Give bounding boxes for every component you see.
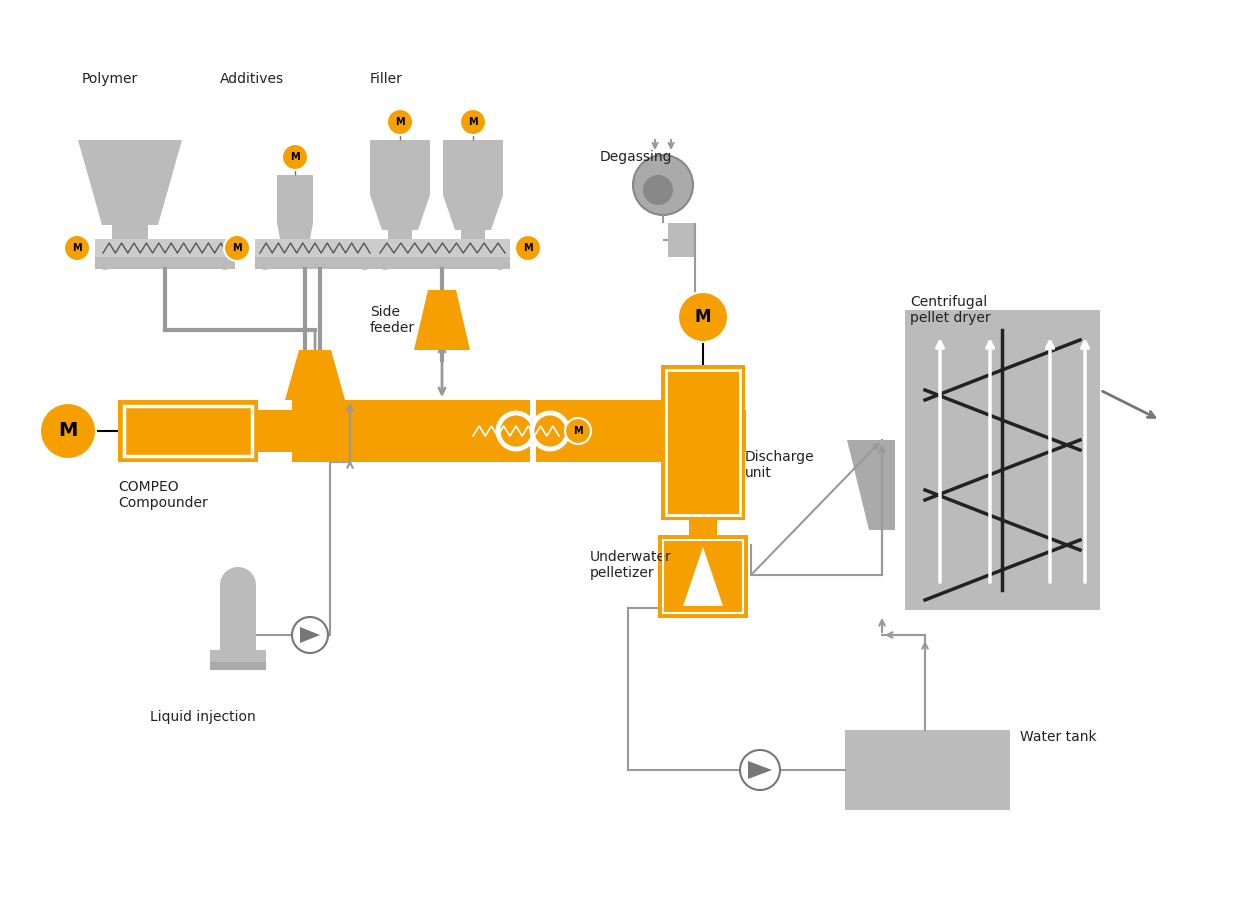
Text: M: M bbox=[468, 117, 478, 127]
Circle shape bbox=[494, 258, 505, 270]
Circle shape bbox=[740, 750, 780, 790]
Polygon shape bbox=[77, 140, 182, 225]
Text: M: M bbox=[291, 152, 300, 162]
Bar bbox=[661, 365, 745, 520]
Bar bbox=[210, 662, 266, 670]
Bar bbox=[668, 223, 695, 257]
Polygon shape bbox=[300, 627, 319, 643]
Bar bbox=[535, 400, 650, 462]
Polygon shape bbox=[285, 350, 344, 400]
Circle shape bbox=[64, 235, 90, 261]
Circle shape bbox=[633, 155, 693, 215]
Text: COMPEO
Compounder: COMPEO Compounder bbox=[119, 480, 207, 510]
Bar bbox=[112, 225, 149, 240]
Text: M: M bbox=[573, 426, 583, 436]
Bar bbox=[124, 406, 252, 456]
Bar bbox=[658, 535, 748, 618]
Bar bbox=[388, 230, 412, 244]
Bar bbox=[255, 257, 374, 269]
Bar bbox=[663, 540, 743, 613]
Text: M: M bbox=[72, 243, 82, 253]
Bar bbox=[374, 257, 510, 269]
Polygon shape bbox=[414, 290, 470, 350]
Circle shape bbox=[359, 258, 371, 270]
Circle shape bbox=[565, 418, 592, 444]
Circle shape bbox=[220, 567, 256, 603]
Bar bbox=[374, 239, 510, 257]
Text: M: M bbox=[695, 308, 711, 326]
Bar bbox=[905, 310, 1099, 610]
Circle shape bbox=[461, 109, 485, 135]
Bar bbox=[461, 230, 485, 244]
Text: Filler: Filler bbox=[369, 72, 403, 86]
Text: Liquid injection: Liquid injection bbox=[150, 710, 256, 724]
Text: M: M bbox=[396, 117, 404, 127]
Text: Degassing: Degassing bbox=[600, 150, 673, 164]
Polygon shape bbox=[683, 547, 723, 606]
Polygon shape bbox=[443, 195, 503, 230]
Circle shape bbox=[292, 617, 328, 653]
Circle shape bbox=[260, 258, 271, 270]
Text: Centrifugal
pellet dryer: Centrifugal pellet dryer bbox=[910, 295, 991, 325]
Bar bbox=[95, 257, 235, 269]
Bar bbox=[369, 140, 431, 195]
Text: Discharge
unit: Discharge unit bbox=[745, 450, 815, 480]
Bar bbox=[650, 400, 728, 462]
Circle shape bbox=[678, 292, 728, 342]
Text: Additives: Additives bbox=[220, 72, 285, 86]
Text: Underwater
pelletizer: Underwater pelletizer bbox=[590, 550, 671, 580]
Bar bbox=[95, 239, 235, 257]
Text: Side
feeder: Side feeder bbox=[369, 305, 416, 335]
Circle shape bbox=[40, 403, 96, 459]
Text: M: M bbox=[59, 421, 77, 440]
Text: Polymer: Polymer bbox=[82, 72, 139, 86]
Circle shape bbox=[643, 175, 673, 205]
Circle shape bbox=[515, 235, 540, 261]
Bar bbox=[210, 650, 266, 662]
Bar bbox=[277, 175, 313, 223]
Bar bbox=[666, 370, 740, 515]
Bar bbox=[286, 255, 305, 267]
Circle shape bbox=[387, 109, 413, 135]
Polygon shape bbox=[748, 761, 773, 779]
Polygon shape bbox=[277, 223, 313, 255]
Text: M: M bbox=[232, 243, 242, 253]
Bar bbox=[689, 520, 718, 535]
Bar bbox=[728, 410, 746, 452]
Circle shape bbox=[223, 235, 250, 261]
Circle shape bbox=[532, 413, 568, 449]
Polygon shape bbox=[847, 440, 895, 530]
Circle shape bbox=[99, 258, 111, 270]
Polygon shape bbox=[369, 195, 431, 230]
Circle shape bbox=[218, 258, 231, 270]
Text: M: M bbox=[523, 243, 533, 253]
Text: Water tank: Water tank bbox=[1020, 730, 1097, 744]
Circle shape bbox=[282, 144, 308, 170]
Bar bbox=[255, 239, 374, 257]
Bar bbox=[258, 410, 292, 452]
Bar bbox=[443, 140, 503, 195]
Bar bbox=[119, 400, 258, 462]
Bar bbox=[220, 585, 256, 650]
Bar bbox=[292, 400, 530, 462]
Bar bbox=[470, 419, 562, 443]
Circle shape bbox=[498, 413, 534, 449]
Circle shape bbox=[379, 258, 391, 270]
Bar bbox=[845, 730, 1010, 810]
